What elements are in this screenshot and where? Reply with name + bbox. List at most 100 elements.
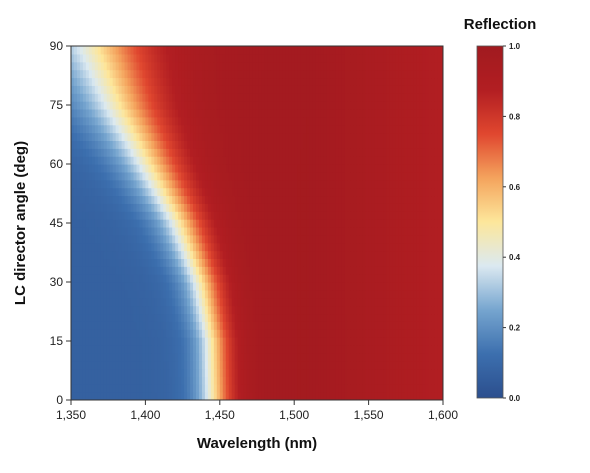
heatmap-cell (338, 297, 343, 307)
heatmap-cell (428, 219, 432, 228)
heatmap-cell (121, 101, 126, 110)
heatmap-cell (249, 148, 254, 157)
heatmap-cell (326, 101, 331, 110)
heatmap-cell (392, 250, 396, 259)
heatmap-cell (145, 108, 149, 118)
heatmap-cell (309, 242, 313, 252)
heatmap-cell (273, 132, 277, 141)
heatmap-cell (356, 187, 361, 197)
heatmap-cell (320, 93, 325, 102)
heatmap-cell (401, 266, 405, 275)
heatmap-cell (213, 392, 218, 400)
heatmap-cell (356, 203, 361, 212)
heatmap-cell (252, 376, 257, 385)
heatmap-cell (318, 132, 322, 141)
heatmap-cell (300, 156, 304, 165)
heatmap-cell (213, 219, 218, 228)
heatmap-cell (422, 187, 426, 197)
heatmap-cell (187, 108, 191, 118)
heatmap-cell (297, 164, 301, 173)
heatmap-cell (350, 226, 355, 236)
heatmap-cell (231, 234, 236, 244)
heatmap-cell (160, 242, 164, 252)
heatmap-cell (285, 250, 289, 259)
heatmap-cell (323, 108, 328, 118)
heatmap-cell (148, 329, 152, 338)
heatmap-cell (377, 140, 382, 149)
heatmap-cell (169, 219, 173, 228)
heatmap-cell (270, 234, 274, 244)
heatmap-cell (234, 352, 239, 362)
heatmap-cell (306, 187, 310, 197)
heatmap-cell (282, 203, 286, 212)
heatmap-cell (335, 313, 340, 322)
heatmap-cell (240, 156, 245, 165)
heatmap-cell (264, 211, 269, 220)
heatmap-cell (371, 93, 376, 102)
heatmap-cell (255, 179, 260, 189)
heatmap-cell (252, 305, 257, 315)
heatmap-cell (243, 352, 248, 362)
heatmap-cell (112, 250, 117, 259)
heatmap-cell (329, 392, 334, 400)
heatmap-cell (332, 368, 337, 377)
heatmap-cell (103, 376, 108, 385)
heatmap-cell (326, 376, 331, 385)
heatmap-cell (437, 321, 441, 330)
heatmap-cell (407, 258, 411, 267)
heatmap-cell (264, 352, 269, 362)
heatmap-cell (291, 171, 295, 181)
heatmap-cell (190, 140, 194, 149)
heatmap-cell (401, 392, 405, 400)
heatmap-cell (404, 297, 408, 307)
heatmap-cell (85, 368, 90, 377)
heatmap-cell (181, 258, 185, 267)
heatmap-cell (154, 392, 158, 400)
heatmap-cell (404, 282, 408, 291)
heatmap-cell (401, 85, 405, 94)
heatmap-cell (285, 282, 289, 291)
heatmap-cell (332, 258, 337, 267)
heatmap-cell (240, 171, 245, 181)
heatmap-cell (282, 234, 286, 244)
heatmap-cell (401, 140, 405, 149)
heatmap-cell (303, 171, 307, 181)
heatmap-cell (207, 116, 212, 126)
heatmap-cell (151, 195, 155, 204)
heatmap-cell (222, 219, 227, 228)
heatmap-cell (106, 321, 111, 330)
heatmap-cell (142, 289, 146, 299)
heatmap-cell (139, 289, 144, 299)
heatmap-cell (234, 297, 239, 307)
heatmap-cell (246, 187, 251, 197)
heatmap-cell (428, 226, 432, 236)
heatmap-cell (395, 384, 399, 393)
heatmap-cell (374, 266, 379, 275)
heatmap-cell (219, 321, 224, 330)
heatmap-cell (243, 116, 248, 126)
heatmap-cell (190, 313, 194, 322)
heatmap-cell (335, 376, 340, 385)
heatmap-cell (121, 195, 126, 204)
heatmap-cell (97, 187, 102, 197)
heatmap-cell (434, 313, 438, 322)
heatmap-cell (222, 337, 227, 346)
heatmap-cell (365, 360, 370, 370)
heatmap-cell (172, 140, 176, 149)
heatmap-cell (124, 164, 129, 173)
heatmap-cell (151, 282, 155, 291)
heatmap-cell (139, 337, 144, 346)
heatmap-cell (76, 344, 81, 354)
heatmap-cell (163, 368, 167, 377)
heatmap-cell (184, 116, 188, 126)
heatmap-cell (249, 258, 254, 267)
heatmap-cell (347, 368, 352, 377)
heatmap-cell (210, 187, 215, 197)
heatmap-cell (178, 258, 182, 267)
heatmap-cell (273, 242, 277, 252)
heatmap-cell (187, 289, 191, 299)
heatmap-cell (163, 116, 167, 126)
heatmap-cell (300, 132, 304, 141)
heatmap-cell (326, 156, 331, 165)
heatmap-cell (160, 148, 164, 157)
